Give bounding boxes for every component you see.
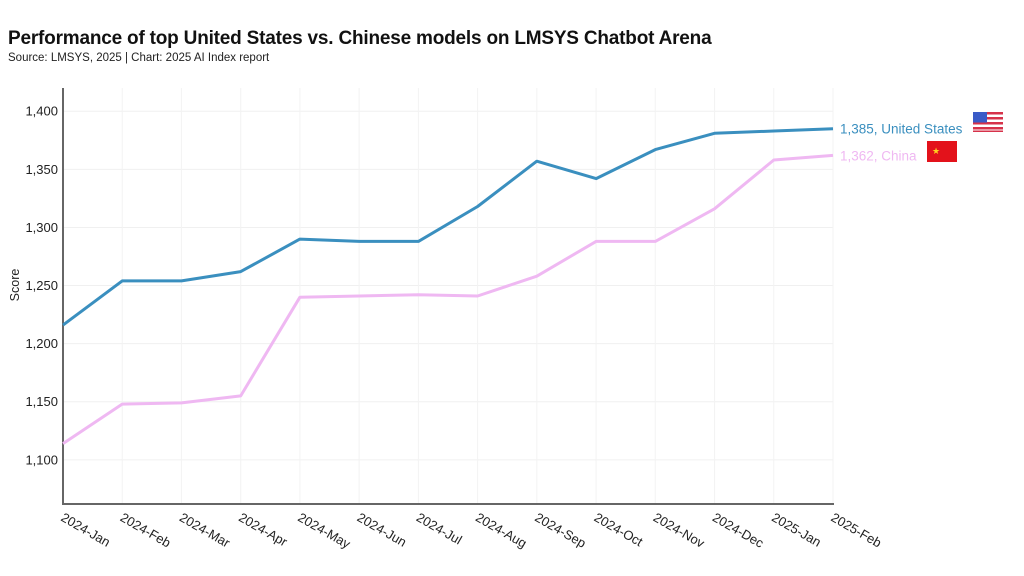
y-axis-title: Score <box>8 269 22 302</box>
us-flag-icon <box>973 112 1003 132</box>
x-tick-label: 2024-Apr <box>236 510 290 550</box>
x-tick-label: 2024-Sep <box>532 510 588 551</box>
x-tick-label: 2024-Aug <box>473 510 529 551</box>
x-tick-labels: 2024-Jan 2024-Feb 2024-Mar 2024-Apr 2024-May… <box>59 510 885 552</box>
x-tick-label: 2024-May <box>295 510 353 552</box>
y-tick-label: 1,200 <box>25 336 58 351</box>
x-tick-label: 2024-Oct <box>592 510 646 550</box>
series-lines <box>62 127 834 445</box>
series-line-china <box>62 153 834 445</box>
x-tick-label: 2024-Jul <box>414 510 465 548</box>
x-tick-label: 2024-Dec <box>710 510 767 551</box>
x-tick-label: 2024-Mar <box>177 510 233 551</box>
x-tick-label: 2024-Feb <box>118 510 174 551</box>
y-tick-label: 1,150 <box>25 394 58 409</box>
end-labels: 1,362, China 1,385, United States <box>840 122 963 164</box>
y-tick-label: 1,300 <box>25 220 58 235</box>
y-tick-label: 1,350 <box>25 162 58 177</box>
x-tick-label: 2025-Feb <box>829 510 885 551</box>
end-label-china: 1,362, China <box>840 148 917 163</box>
y-tick-labels: 1,100 1,150 1,200 1,250 1,300 1,350 1,400 <box>25 104 58 468</box>
y-tick-label: 1,400 <box>25 104 58 119</box>
axes <box>62 88 834 505</box>
x-tick-label: 2025-Jan <box>769 510 823 550</box>
x-tick-label: 2024-Jan <box>59 510 113 550</box>
series-line-united-states <box>62 127 834 327</box>
svg-text:★: ★ <box>932 147 940 157</box>
y-tick-label: 1,100 <box>25 452 58 467</box>
chart-subtitle: Source: LMSYS, 2025 | Chart: 2025 AI Ind… <box>8 52 270 64</box>
chart-title: Performance of top United States vs. Chi… <box>8 28 712 49</box>
x-tick-label: 2024-Nov <box>651 510 708 551</box>
end-label-united-states: 1,385, United States <box>840 122 963 137</box>
y-tick-label: 1,250 <box>25 278 58 293</box>
x-tick-label: 2024-Jun <box>355 510 409 550</box>
china-flag-icon: ★ <box>927 141 957 162</box>
